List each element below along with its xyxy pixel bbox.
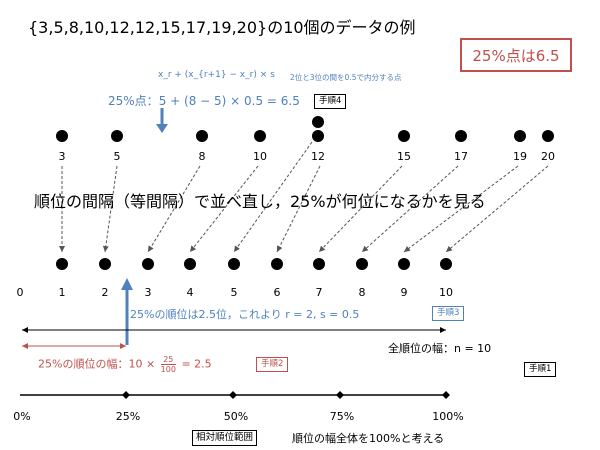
- value-label-19: 19: [513, 150, 527, 163]
- mapping-arrows: [59, 141, 549, 253]
- percent-label-25: 25%: [115, 410, 141, 423]
- rank-label-4: 4: [186, 286, 194, 299]
- value-label-12: 12: [311, 150, 325, 163]
- value-dots: [56, 116, 554, 142]
- value-label-10: 10: [253, 150, 267, 163]
- rank-dots: [56, 258, 452, 270]
- rank-label-5: 5: [230, 286, 238, 299]
- value-label-3: 3: [58, 150, 66, 163]
- percent-label-100: 100%: [432, 410, 464, 423]
- fraction-numerator: 25: [160, 355, 176, 365]
- relative-rank-range-label: 相対順位範囲: [192, 430, 258, 446]
- rank-label-7: 7: [315, 286, 323, 299]
- quarter-width-prefix: 25%の順位の幅：10 ×: [38, 357, 156, 371]
- p25-formula: 5 + (8 − 5) × 0.5 = 6.5: [158, 94, 300, 108]
- rank-label-0: 0: [16, 286, 24, 299]
- percent-label-50: 50%: [223, 410, 249, 423]
- percent-ticks: [122, 391, 450, 399]
- value-label-17: 17: [454, 150, 468, 163]
- blue-up-arrowhead: [121, 278, 133, 290]
- step1-badge: 手順1: [524, 362, 557, 377]
- value-label-20: 20: [541, 150, 555, 163]
- rank-label-2: 2: [101, 286, 109, 299]
- value-label-5: 5: [113, 150, 121, 163]
- reorder-explanation: 順位の間隔（等間隔）で並べ直し，25%が何位になるかを見る: [34, 192, 486, 211]
- interpolation-formula: x_r + (x_{r+1} − x_r) × s: [158, 70, 275, 80]
- value-dot-19: [514, 130, 526, 142]
- fraction-denominator: 100: [160, 365, 176, 374]
- step3-text: 25%の順位は2.5位，これより r = 2, s = 0.5: [130, 308, 360, 321]
- quarter-fraction: 25 100: [160, 355, 176, 374]
- quarter-width-suffix: = 2.5: [181, 357, 212, 371]
- diagram-title: {3,5,8,10,12,12,15,17,19,20}の10個のデータの例: [28, 18, 416, 37]
- quarter-width-text: 25%の順位の幅：10 × 25 100 = 2.5: [38, 355, 212, 374]
- percent-label-75: 75%: [329, 410, 355, 423]
- value-label-15: 15: [397, 150, 411, 163]
- p25-label: 25%点：: [108, 94, 159, 108]
- p25-calculation: 25%点：5 + (8 − 5) × 0.5 = 6.5: [108, 92, 300, 109]
- rank-label-3: 3: [144, 286, 152, 299]
- value-dot-3: [56, 130, 68, 142]
- value-dot-10: [254, 130, 266, 142]
- step3-badge: 手順3: [432, 306, 465, 321]
- value-dot-12a: [312, 116, 324, 128]
- interpolation-note: 2位と3位の間を0.5で内分する点: [290, 73, 402, 82]
- value-dot-20: [542, 130, 554, 142]
- value-dot-15: [398, 130, 410, 142]
- rank-label-9: 9: [400, 286, 408, 299]
- step2-badge: 手順2: [256, 357, 289, 372]
- result-box: 25%点は6.5: [460, 38, 572, 72]
- rank-label-10: 10: [439, 286, 453, 299]
- bottom-note: 順位の幅全体を100%と考える: [292, 432, 445, 445]
- rank-label-6: 6: [273, 286, 281, 299]
- value-label-8: 8: [198, 150, 206, 163]
- value-dot-17: [455, 130, 467, 142]
- percent-label-0: 0%: [13, 410, 31, 423]
- whole-range-text: 全順位の幅：n = 10: [388, 342, 492, 355]
- blue-down-arrowhead: [156, 124, 168, 133]
- value-dot-5: [111, 130, 123, 142]
- rank-label-8: 8: [358, 286, 366, 299]
- value-dot-8: [196, 130, 208, 142]
- rank-label-1: 1: [58, 286, 66, 299]
- value-dot-12b: [312, 130, 324, 142]
- step4-badge: 手順4: [314, 94, 347, 109]
